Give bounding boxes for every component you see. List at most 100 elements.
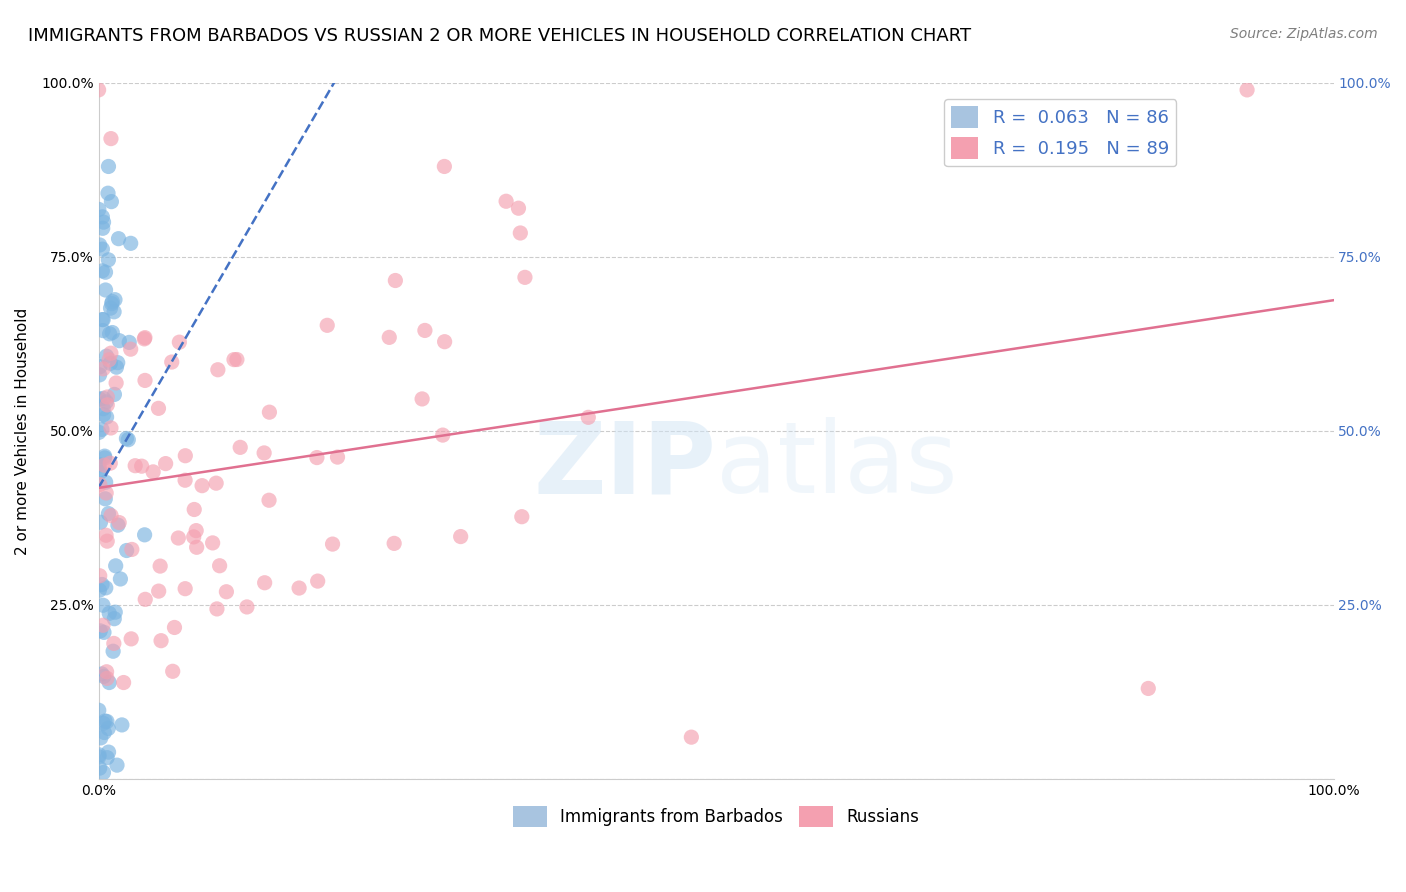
Point <box>316 318 339 333</box>
Point <box>91 210 114 224</box>
Point <box>107 518 129 533</box>
Point <box>108 334 131 348</box>
Point <box>87 458 110 472</box>
Point <box>382 536 405 550</box>
Text: IMMIGRANTS FROM BARBADOS VS RUSSIAN 2 OR MORE VEHICLES IN HOUSEHOLD CORRELATION : IMMIGRANTS FROM BARBADOS VS RUSSIAN 2 OR… <box>28 27 972 45</box>
Point <box>259 405 281 419</box>
Point <box>89 568 111 582</box>
Point <box>103 636 125 650</box>
Point <box>96 394 118 409</box>
Point <box>104 293 127 307</box>
Point <box>98 352 121 367</box>
Point <box>94 265 117 279</box>
Point <box>120 342 142 356</box>
Text: ZIP: ZIP <box>533 417 716 514</box>
Point <box>167 531 190 545</box>
Point <box>97 160 120 174</box>
Point <box>100 131 122 145</box>
Point <box>433 334 456 349</box>
Point <box>87 83 110 97</box>
Point <box>94 283 117 297</box>
Point <box>93 458 115 473</box>
Point <box>93 669 115 683</box>
Point <box>307 574 329 588</box>
Text: Source: ZipAtlas.com: Source: ZipAtlas.com <box>1230 27 1378 41</box>
Point <box>91 312 114 326</box>
Point <box>103 387 125 401</box>
Point <box>89 583 111 598</box>
Point <box>90 667 112 681</box>
Point <box>108 516 131 530</box>
Point <box>97 745 120 759</box>
Point <box>89 465 111 479</box>
Point <box>134 592 156 607</box>
Point <box>96 398 118 412</box>
Point <box>87 425 110 440</box>
Point <box>104 558 127 573</box>
Point <box>115 543 138 558</box>
Point <box>100 356 122 370</box>
Point <box>118 335 141 350</box>
Point <box>93 625 115 640</box>
Point <box>96 714 118 729</box>
Point <box>148 401 170 416</box>
Point <box>91 264 114 278</box>
Point <box>288 581 311 595</box>
Point <box>87 703 110 717</box>
Point <box>87 749 110 764</box>
Point <box>413 323 436 337</box>
Point <box>89 477 111 491</box>
Point <box>174 449 197 463</box>
Point <box>169 335 191 350</box>
Point <box>225 352 247 367</box>
Point <box>163 620 186 634</box>
Point <box>222 352 245 367</box>
Text: atlas: atlas <box>716 417 957 514</box>
Point <box>411 392 433 406</box>
Point <box>513 270 536 285</box>
Point <box>1137 681 1160 696</box>
Point <box>96 410 118 425</box>
Legend: Immigrants from Barbados, Russians: Immigrants from Barbados, Russians <box>506 799 925 833</box>
Point <box>93 392 115 406</box>
Point <box>117 433 139 447</box>
Point <box>101 644 124 658</box>
Point <box>94 528 117 542</box>
Point <box>94 491 117 506</box>
Point <box>510 509 533 524</box>
Point <box>253 446 276 460</box>
Point <box>87 747 110 762</box>
Point <box>93 449 115 463</box>
Point <box>253 575 276 590</box>
Point <box>93 215 115 229</box>
Point <box>183 530 205 544</box>
Point <box>134 332 156 346</box>
Point <box>100 421 122 435</box>
Point <box>98 675 121 690</box>
Point <box>89 392 111 406</box>
Point <box>148 584 170 599</box>
Point <box>103 612 125 626</box>
Point <box>105 360 128 375</box>
Point <box>131 459 153 474</box>
Point <box>115 432 138 446</box>
Point <box>87 202 110 217</box>
Point <box>96 349 118 363</box>
Point <box>215 584 238 599</box>
Point <box>107 356 129 370</box>
Point <box>91 221 114 235</box>
Point <box>96 672 118 686</box>
Point <box>97 252 120 267</box>
Point <box>236 599 259 614</box>
Point <box>98 326 121 341</box>
Point <box>91 242 114 256</box>
Point <box>93 408 115 422</box>
Point <box>186 541 208 555</box>
Point <box>91 312 114 326</box>
Point <box>162 665 184 679</box>
Point <box>120 236 142 251</box>
Point <box>205 476 228 491</box>
Point <box>96 665 118 679</box>
Point <box>96 750 118 764</box>
Point <box>107 232 129 246</box>
